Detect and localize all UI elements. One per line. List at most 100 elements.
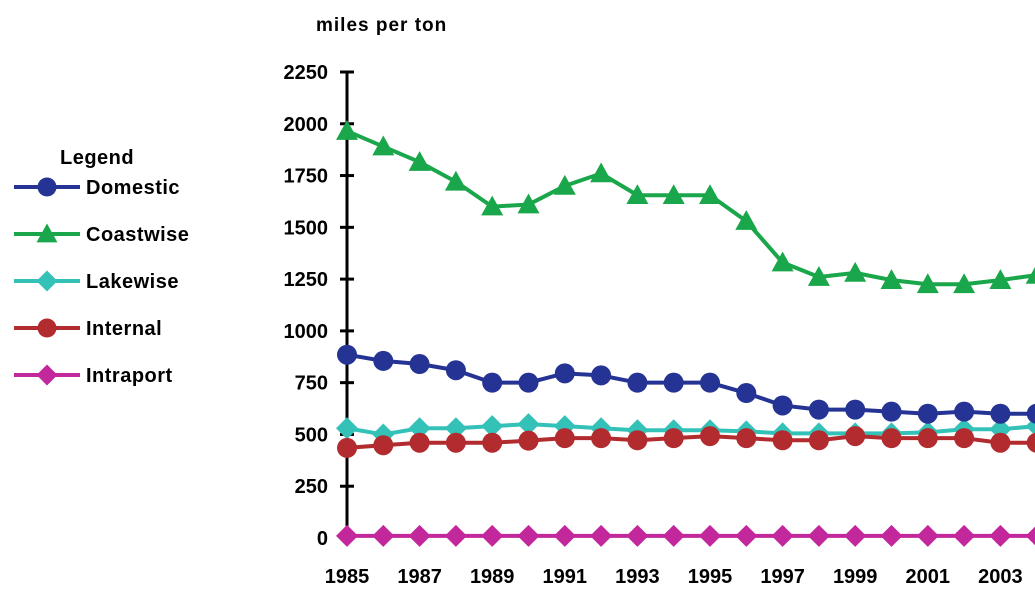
y-tick-label: 0 bbox=[317, 528, 328, 550]
y-tick-label: 1750 bbox=[284, 166, 329, 188]
legend-label: Intraport bbox=[86, 365, 173, 387]
legend-label: Lakewise bbox=[86, 271, 179, 293]
data-point bbox=[807, 266, 830, 286]
data-point bbox=[517, 413, 540, 436]
y-tick-label: 750 bbox=[295, 373, 328, 395]
data-point bbox=[917, 428, 938, 449]
data-point bbox=[408, 524, 431, 547]
data-point bbox=[1026, 403, 1035, 424]
legend-item-domestic: Domestic bbox=[14, 177, 180, 199]
data-point bbox=[481, 415, 504, 438]
data-point bbox=[444, 170, 467, 191]
x-tick-label: 1997 bbox=[760, 566, 805, 588]
x-tick-label: 1995 bbox=[688, 566, 733, 588]
data-point bbox=[408, 151, 431, 171]
data-point bbox=[771, 524, 794, 547]
legend-item-coastwise: Coastwise bbox=[14, 223, 189, 246]
data-point bbox=[372, 524, 395, 547]
data-point bbox=[772, 430, 793, 451]
legend: Legend Domestic Coastwise Lakewise Internal… bbox=[14, 147, 189, 387]
data-point bbox=[337, 437, 357, 458]
legend-label: Coastwise bbox=[86, 224, 189, 246]
data-point bbox=[663, 428, 684, 449]
data-point bbox=[445, 360, 466, 381]
data-point bbox=[591, 365, 612, 386]
data-point bbox=[844, 261, 867, 282]
data-point bbox=[444, 524, 467, 547]
data-point bbox=[735, 524, 758, 547]
data-point bbox=[699, 524, 721, 547]
data-point bbox=[990, 432, 1011, 453]
data-point bbox=[700, 372, 720, 393]
data-point bbox=[626, 524, 649, 547]
legend-title: Legend bbox=[60, 147, 134, 169]
legend-swatch-marker bbox=[36, 223, 58, 243]
data-point bbox=[373, 435, 394, 456]
data-point bbox=[700, 426, 720, 447]
data-point bbox=[771, 251, 794, 272]
data-point bbox=[808, 399, 829, 420]
y-tick-label: 1500 bbox=[284, 217, 329, 239]
data-point bbox=[409, 432, 430, 453]
data-point bbox=[627, 372, 648, 393]
data-point bbox=[445, 432, 466, 453]
legend-item-intraport: Intraport bbox=[14, 364, 173, 387]
data-point bbox=[807, 524, 830, 547]
data-point bbox=[953, 273, 976, 294]
x-tick-label: 1993 bbox=[615, 566, 660, 588]
data-point bbox=[880, 269, 903, 289]
data-point bbox=[989, 524, 1012, 547]
data-point bbox=[554, 363, 575, 384]
legend-swatch-marker bbox=[37, 318, 57, 338]
data-point bbox=[954, 401, 975, 422]
data-point bbox=[735, 210, 758, 230]
data-point bbox=[736, 428, 757, 449]
data-point bbox=[844, 524, 867, 547]
data-point bbox=[553, 524, 576, 547]
data-point bbox=[444, 417, 467, 440]
data-point bbox=[880, 524, 903, 547]
x-tick-label: 2003 bbox=[978, 566, 1023, 588]
legend-label: Internal bbox=[86, 318, 162, 340]
y-tick-label: 1000 bbox=[284, 321, 329, 343]
data-point bbox=[481, 195, 504, 216]
x-tick-label: 1985 bbox=[325, 566, 370, 588]
series-intraport bbox=[336, 524, 1035, 547]
data-point bbox=[736, 383, 757, 404]
data-point bbox=[408, 417, 431, 440]
legend-swatch-marker bbox=[36, 364, 58, 386]
data-point bbox=[627, 430, 648, 451]
x-tick-label: 1989 bbox=[470, 566, 515, 588]
data-point bbox=[662, 524, 685, 547]
legend-item-lakewise: Lakewise bbox=[14, 270, 179, 293]
x-tick-label: 1991 bbox=[543, 566, 588, 588]
y-axis-ticks: 0 250 500 750 1000 1250 1500 1750 2000 2250 bbox=[284, 62, 354, 550]
data-point bbox=[699, 184, 721, 205]
data-point bbox=[590, 162, 613, 183]
data-point bbox=[845, 426, 866, 447]
data-point bbox=[409, 354, 430, 375]
data-point bbox=[553, 174, 576, 195]
data-point bbox=[1026, 432, 1035, 453]
data-point bbox=[626, 184, 649, 205]
legend-item-internal: Internal bbox=[14, 318, 162, 340]
data-point bbox=[1025, 526, 1035, 546]
data-point bbox=[554, 428, 575, 449]
series-line bbox=[346, 129, 1035, 287]
data-point bbox=[917, 403, 938, 424]
data-point bbox=[518, 372, 539, 393]
series-internal bbox=[337, 426, 1035, 458]
data-point bbox=[953, 524, 976, 547]
data-point bbox=[954, 428, 975, 449]
data-point bbox=[663, 372, 684, 393]
data-point bbox=[373, 350, 394, 371]
data-point bbox=[772, 395, 793, 416]
data-point bbox=[336, 120, 358, 140]
data-point bbox=[481, 524, 504, 547]
y-tick-label: 2250 bbox=[284, 62, 329, 84]
series-coastwise bbox=[336, 120, 1035, 294]
series-layer bbox=[336, 120, 1035, 547]
data-point bbox=[990, 403, 1011, 424]
x-tick-label: 2001 bbox=[906, 566, 951, 588]
